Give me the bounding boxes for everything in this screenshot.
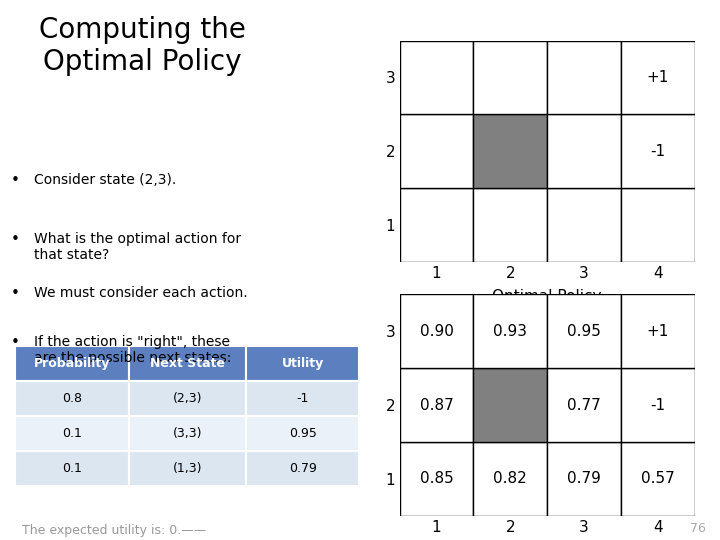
Bar [400,368,474,442]
Text: 0.77: 0.77 [567,397,601,413]
Bar [621,368,695,442]
Bar [400,114,474,188]
Text: (3,3): (3,3) [173,427,202,440]
Bar [547,368,621,442]
Bar [400,442,474,516]
Text: -1: -1 [650,397,665,413]
Text: Consider state (2,3).: Consider state (2,3). [34,173,176,187]
Text: 0.87: 0.87 [420,397,454,413]
FancyBboxPatch shape [129,346,246,381]
X-axis label: Optimal Policy: Optimal Policy [492,289,602,305]
Text: 0.82: 0.82 [493,471,527,487]
Text: We must consider each action.: We must consider each action. [34,286,248,300]
FancyBboxPatch shape [246,346,359,381]
Bar [547,114,621,188]
Bar [621,294,695,368]
Text: •: • [12,335,20,350]
Bar [474,40,547,114]
Text: The expected utility is: 0.——: The expected utility is: 0.—— [22,524,207,537]
Bar [474,188,547,262]
Text: (1,3): (1,3) [173,462,202,475]
Text: 0.90: 0.90 [420,323,454,339]
FancyBboxPatch shape [246,416,359,451]
Text: If the action is "right", these
are the possible next states:: If the action is "right", these are the … [34,335,231,365]
Text: What is the optimal action for
that state?: What is the optimal action for that stat… [34,232,240,262]
Text: •: • [12,173,20,188]
Bar [621,40,695,114]
Text: +1: +1 [647,70,669,85]
FancyBboxPatch shape [15,416,129,451]
Text: 0.95: 0.95 [289,427,317,440]
Bar [400,188,474,262]
Text: Next State: Next State [150,356,225,370]
Text: -1: -1 [650,144,665,159]
Bar [474,442,547,516]
Bar [547,442,621,516]
Bar [547,40,621,114]
Text: 0.85: 0.85 [420,471,454,487]
Text: (2,3): (2,3) [173,392,202,405]
Bar [621,188,695,262]
Bar [474,114,547,188]
FancyBboxPatch shape [129,381,246,416]
FancyBboxPatch shape [246,451,359,486]
Bar [400,294,474,368]
Bar [547,188,621,262]
Text: 0.95: 0.95 [567,323,601,339]
FancyBboxPatch shape [15,346,129,381]
Bar [474,368,547,442]
Text: 0.79: 0.79 [289,462,317,475]
FancyBboxPatch shape [15,381,129,416]
Text: 0.1: 0.1 [62,427,82,440]
FancyBboxPatch shape [129,416,246,451]
Bar [474,294,547,368]
FancyBboxPatch shape [129,451,246,486]
Bar [547,294,621,368]
Bar [621,114,695,188]
Bar [621,442,695,516]
Text: Utility: Utility [282,356,324,370]
Text: 76: 76 [690,522,706,535]
Text: •: • [12,232,20,247]
Text: 0.93: 0.93 [493,323,527,339]
Text: +1: +1 [647,323,669,339]
Text: 0.57: 0.57 [641,471,675,487]
Text: 0.79: 0.79 [567,471,601,487]
FancyBboxPatch shape [246,381,359,416]
Bar [400,40,474,114]
Text: Probability: Probability [34,356,110,370]
Text: -1: -1 [297,392,309,405]
Text: •: • [12,286,20,301]
Text: 0.1: 0.1 [62,462,82,475]
Text: 0.8: 0.8 [62,392,82,405]
FancyBboxPatch shape [15,451,129,486]
Text: Computing the
Optimal Policy: Computing the Optimal Policy [39,16,246,76]
